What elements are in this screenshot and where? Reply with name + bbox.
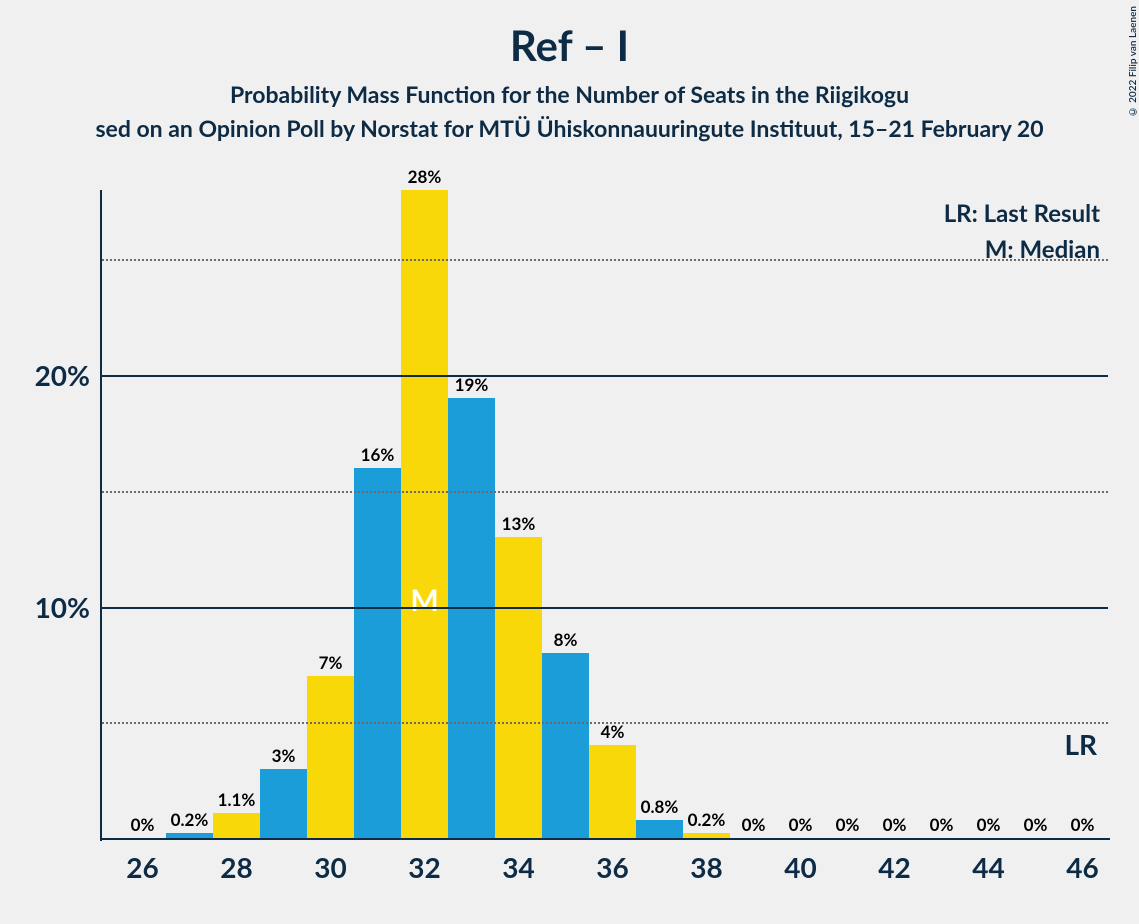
x-tick-label: 42 [878, 850, 910, 884]
bar-value-label: 0% [836, 814, 860, 838]
lr-marker: LR [1065, 727, 1098, 761]
bar-value-label: 0.8% [641, 796, 679, 820]
chart-subtitle: Probability Mass Function for the Number… [0, 80, 1139, 108]
bar: 0.2% [683, 833, 730, 838]
bar-value-label: 7% [319, 652, 343, 676]
bar: 28%M [401, 190, 448, 838]
bar-value-label: 8% [554, 629, 578, 653]
bar-value-label: 28% [408, 166, 442, 190]
bar: 4% [589, 745, 636, 838]
bar-value-label: 0% [977, 814, 1001, 838]
x-tick-label: 30 [314, 850, 346, 884]
x-tick-label: 38 [690, 850, 722, 884]
gridline-major [102, 375, 1108, 377]
median-marker: M [410, 582, 438, 618]
bar: 1.1% [213, 813, 260, 838]
bar-value-label: 0.2% [688, 809, 726, 833]
bar-value-label: 19% [455, 374, 489, 398]
chart-subtitle-2: sed on an Opinion Poll by Norstat for MT… [0, 114, 1139, 142]
x-tick-label: 36 [596, 850, 628, 884]
x-tick-label: 46 [1066, 850, 1098, 884]
bar-value-label: 16% [361, 444, 395, 468]
x-tick-label: 40 [784, 850, 816, 884]
bar-value-label: 13% [502, 513, 536, 537]
bar-value-label: 0% [789, 814, 813, 838]
x-tick-label: 28 [220, 850, 252, 884]
bar-value-label: 0% [742, 814, 766, 838]
bar-value-label: 0% [131, 814, 155, 838]
x-tick-label: 32 [408, 850, 440, 884]
gridline-minor [102, 259, 1108, 261]
bar: 0.2% [166, 833, 213, 838]
bar-value-label: 0% [1024, 814, 1048, 838]
gridline-minor [102, 722, 1108, 724]
x-tick-label: 34 [502, 850, 534, 884]
bar-value-label: 0% [883, 814, 907, 838]
bar-value-label: 3% [272, 745, 296, 769]
bar: 13% [495, 537, 542, 838]
bar-value-label: 0% [1071, 814, 1095, 838]
bar-value-label: 0.2% [171, 809, 209, 833]
chart-plot-area: LR: Last Result M: Median 0%0.2%1.1%3%7%… [100, 190, 1110, 840]
x-tick-label: 44 [972, 850, 1004, 884]
y-tick-label: 20% [35, 358, 90, 392]
x-tick-label: 26 [126, 850, 158, 884]
y-tick-label: 10% [35, 590, 90, 624]
bar: 19% [448, 398, 495, 838]
bar: 8% [542, 653, 589, 838]
gridline-major [102, 607, 1108, 609]
bar: 0.8% [636, 820, 683, 839]
x-axis-line [100, 838, 1110, 840]
copyright-text: © 2022 Filip van Laenen [1127, 6, 1139, 117]
bar-value-label: 1.1% [218, 789, 256, 813]
chart-title: Ref – I [0, 0, 1139, 70]
bar-value-label: 4% [601, 721, 625, 745]
bar: 16% [354, 468, 401, 838]
bars-container: 0%0.2%1.1%3%7%16%28%M19%13%8%4%0.8%0.2%0… [100, 190, 1110, 838]
bar-value-label: 0% [930, 814, 954, 838]
bar: 7% [307, 676, 354, 838]
bar: 3% [260, 769, 307, 838]
gridline-minor [102, 491, 1108, 493]
